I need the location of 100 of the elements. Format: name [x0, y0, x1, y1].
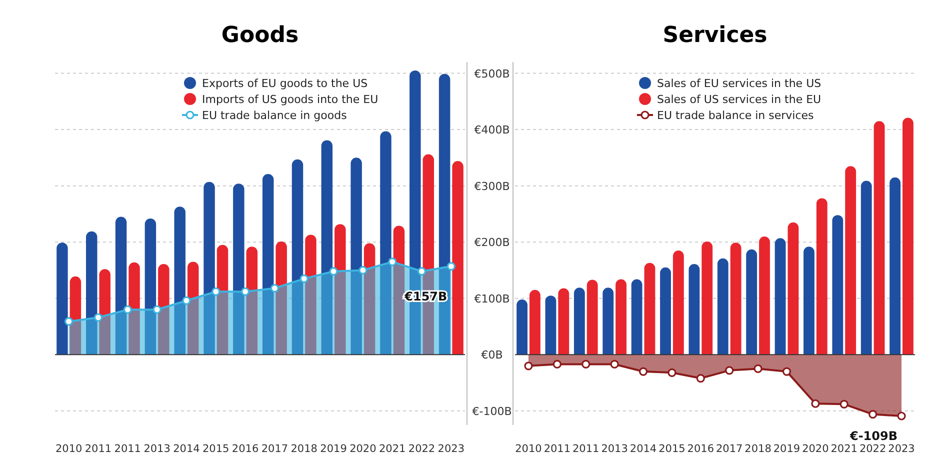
- legend-label: Sales of US services in the EU: [657, 93, 822, 106]
- x-tick-label: 2022: [859, 443, 886, 455]
- bar: [174, 206, 186, 355]
- point: [240, 287, 250, 296]
- x-tick-label: 2020: [802, 443, 829, 455]
- bar: [276, 242, 287, 355]
- y-tick-label: €200B: [474, 236, 510, 250]
- bar: [574, 288, 585, 355]
- annotation: €157B: [404, 289, 448, 304]
- bar: [128, 262, 140, 355]
- point: [64, 317, 74, 326]
- point: [358, 266, 368, 275]
- bar: [86, 231, 98, 355]
- x-tick-label: 2020: [350, 443, 376, 455]
- bar: [631, 279, 642, 355]
- x-tick-label: 2014: [630, 443, 657, 455]
- bar: [832, 215, 844, 355]
- bar: [380, 131, 392, 355]
- bar: [233, 184, 244, 355]
- x-tick-label: 2018: [290, 443, 318, 455]
- bar: [558, 288, 570, 355]
- x-tick-label: 2011: [84, 443, 112, 455]
- bar: [334, 224, 346, 355]
- y-tick-label: €-100B: [472, 404, 512, 418]
- point: [123, 305, 132, 314]
- bar: [717, 258, 728, 355]
- bar: [616, 279, 626, 355]
- legend-label: EU trade balance in goods: [202, 109, 348, 122]
- bar: [305, 234, 316, 355]
- y-tick-label: €400B: [474, 124, 510, 137]
- bar: [602, 288, 614, 355]
- x-tick-label: 2018: [744, 443, 772, 455]
- point: [388, 257, 397, 266]
- x-tick-label: 2016: [687, 443, 714, 455]
- point: [182, 296, 191, 305]
- point: [725, 366, 734, 375]
- point: [417, 267, 426, 276]
- point: [524, 362, 533, 370]
- legend-label: EU trade balance in services: [657, 109, 814, 122]
- bar: [672, 250, 684, 355]
- bar: [216, 244, 228, 355]
- x-tick-label: 2019: [773, 443, 800, 455]
- bar: [364, 243, 376, 355]
- bar: [321, 140, 333, 355]
- point: [868, 410, 878, 419]
- bar: [774, 238, 786, 355]
- x-tick-label: 2015: [658, 443, 686, 455]
- point: [94, 313, 103, 322]
- bar: [874, 121, 885, 355]
- bar: [788, 222, 799, 355]
- legend-label: Imports of US goods into the EU: [202, 93, 378, 106]
- bar: [702, 242, 713, 355]
- point: [300, 274, 308, 283]
- bar: [660, 267, 671, 355]
- bar: [115, 216, 127, 355]
- x-tick-label: 2010: [515, 443, 542, 455]
- point: [668, 368, 676, 377]
- bar: [586, 280, 598, 355]
- legend-label: Exports of EU goods to the US: [202, 77, 368, 90]
- x-tick-label: 2021: [830, 443, 858, 455]
- point: [152, 305, 162, 314]
- x-tick-label: 2023: [438, 443, 465, 455]
- point: [638, 367, 648, 376]
- point: [552, 360, 562, 369]
- bar: [545, 296, 556, 355]
- x-tick-label: 2016: [232, 443, 259, 455]
- bar: [804, 246, 814, 355]
- bar: [529, 290, 540, 355]
- y-tick-label: €0B: [481, 348, 503, 362]
- chart-title: Services: [662, 23, 768, 48]
- x-tick-label: 2015: [202, 443, 230, 455]
- bar: [845, 166, 856, 355]
- x-tick-label: 2017: [261, 443, 288, 455]
- point: [840, 400, 848, 408]
- bar: [816, 198, 828, 355]
- bar: [452, 161, 464, 355]
- x-tick-label: 2011: [544, 443, 571, 455]
- bar: [393, 226, 405, 355]
- bar: [99, 269, 110, 355]
- bar: [187, 262, 199, 355]
- point: [754, 364, 762, 374]
- x-tick-label: 2017: [716, 443, 743, 455]
- point: [212, 287, 220, 296]
- x-tick-label: 2021: [378, 443, 406, 455]
- annotation: €-109B: [848, 428, 898, 443]
- y-tick-label: €100B: [474, 292, 510, 306]
- bar: [56, 242, 68, 355]
- bar: [516, 300, 528, 355]
- bar: [204, 182, 215, 355]
- bar: [860, 180, 872, 355]
- bar: [246, 246, 258, 355]
- bar: [262, 174, 274, 355]
- x-tick-label: 2013: [144, 443, 170, 455]
- bar: [70, 276, 82, 355]
- bar: [746, 249, 758, 355]
- x-tick-label: 2010: [55, 443, 82, 455]
- legend-label: Sales of EU services in the US: [657, 77, 822, 90]
- x-tick-label: 2023: [888, 443, 915, 455]
- bar: [292, 159, 304, 355]
- bar: [759, 236, 770, 355]
